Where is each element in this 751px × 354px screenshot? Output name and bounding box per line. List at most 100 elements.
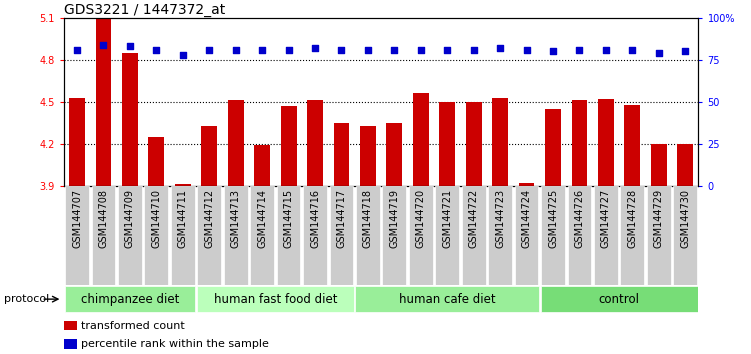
Point bbox=[336, 47, 348, 52]
Bar bbox=[228, 101, 243, 186]
FancyBboxPatch shape bbox=[197, 286, 354, 312]
Text: protocol: protocol bbox=[4, 294, 49, 304]
Bar bbox=[572, 101, 587, 186]
Point bbox=[362, 47, 374, 52]
Point bbox=[176, 52, 189, 57]
FancyBboxPatch shape bbox=[409, 186, 433, 285]
Point bbox=[679, 48, 691, 54]
Text: GSM144726: GSM144726 bbox=[575, 189, 584, 248]
Text: control: control bbox=[599, 293, 640, 306]
Bar bbox=[651, 144, 667, 186]
Text: transformed count: transformed count bbox=[81, 321, 185, 331]
Point bbox=[150, 47, 162, 52]
Bar bbox=[333, 123, 349, 186]
FancyBboxPatch shape bbox=[436, 186, 459, 285]
Bar bbox=[413, 93, 429, 186]
Bar bbox=[149, 137, 164, 186]
Text: GSM144712: GSM144712 bbox=[204, 189, 214, 248]
FancyBboxPatch shape bbox=[250, 186, 274, 285]
Point bbox=[204, 47, 216, 52]
Text: GDS3221 / 1447372_at: GDS3221 / 1447372_at bbox=[64, 3, 225, 17]
Bar bbox=[439, 102, 455, 186]
FancyBboxPatch shape bbox=[488, 186, 512, 285]
FancyBboxPatch shape bbox=[568, 186, 591, 285]
Text: GSM144724: GSM144724 bbox=[521, 189, 532, 248]
Text: human fast food diet: human fast food diet bbox=[213, 293, 337, 306]
Text: GSM144730: GSM144730 bbox=[680, 189, 690, 248]
Text: GSM144717: GSM144717 bbox=[336, 189, 346, 248]
Text: GSM144721: GSM144721 bbox=[442, 189, 452, 248]
Bar bbox=[677, 144, 693, 186]
Text: GSM144723: GSM144723 bbox=[495, 189, 505, 248]
FancyBboxPatch shape bbox=[171, 186, 195, 285]
FancyBboxPatch shape bbox=[303, 186, 327, 285]
Bar bbox=[624, 104, 641, 186]
Text: GSM144728: GSM144728 bbox=[627, 189, 638, 248]
Text: percentile rank within the sample: percentile rank within the sample bbox=[81, 339, 269, 349]
Point bbox=[547, 48, 559, 54]
Point bbox=[230, 47, 242, 52]
Text: GSM144714: GSM144714 bbox=[257, 189, 267, 248]
Text: GSM144720: GSM144720 bbox=[416, 189, 426, 248]
Bar bbox=[64, 339, 77, 349]
Bar bbox=[519, 183, 535, 186]
FancyBboxPatch shape bbox=[541, 186, 565, 285]
FancyBboxPatch shape bbox=[198, 186, 221, 285]
Point bbox=[574, 47, 586, 52]
Text: GSM144727: GSM144727 bbox=[601, 189, 611, 248]
FancyBboxPatch shape bbox=[356, 186, 380, 285]
Text: GSM144709: GSM144709 bbox=[125, 189, 135, 248]
Bar bbox=[69, 98, 85, 186]
FancyBboxPatch shape bbox=[92, 186, 116, 285]
Bar bbox=[598, 99, 614, 186]
Bar bbox=[64, 321, 77, 330]
Bar bbox=[387, 123, 403, 186]
FancyBboxPatch shape bbox=[224, 186, 248, 285]
Bar bbox=[360, 126, 376, 186]
Point bbox=[309, 45, 321, 51]
Text: GSM144713: GSM144713 bbox=[231, 189, 241, 248]
FancyBboxPatch shape bbox=[65, 186, 89, 285]
Point bbox=[388, 47, 400, 52]
Text: GSM144722: GSM144722 bbox=[469, 189, 478, 248]
Point bbox=[520, 47, 532, 52]
Bar bbox=[254, 145, 270, 186]
Point bbox=[282, 47, 294, 52]
Bar bbox=[466, 102, 481, 186]
FancyBboxPatch shape bbox=[514, 186, 538, 285]
Point bbox=[494, 45, 506, 51]
FancyBboxPatch shape bbox=[541, 286, 698, 312]
Bar bbox=[95, 19, 111, 186]
FancyBboxPatch shape bbox=[330, 186, 354, 285]
Point bbox=[124, 44, 136, 49]
FancyBboxPatch shape bbox=[462, 186, 486, 285]
Bar bbox=[175, 184, 191, 186]
Bar bbox=[492, 98, 508, 186]
FancyBboxPatch shape bbox=[355, 286, 539, 312]
FancyBboxPatch shape bbox=[118, 186, 142, 285]
Point bbox=[442, 47, 454, 52]
Bar bbox=[122, 53, 138, 186]
Text: GSM144725: GSM144725 bbox=[548, 189, 558, 248]
FancyBboxPatch shape bbox=[594, 186, 618, 285]
FancyBboxPatch shape bbox=[647, 186, 671, 285]
Text: GSM144715: GSM144715 bbox=[284, 189, 294, 248]
Text: GSM144718: GSM144718 bbox=[363, 189, 373, 248]
FancyBboxPatch shape bbox=[65, 286, 195, 312]
FancyBboxPatch shape bbox=[674, 186, 697, 285]
Text: GSM144707: GSM144707 bbox=[72, 189, 82, 248]
Bar bbox=[307, 101, 323, 186]
FancyBboxPatch shape bbox=[382, 186, 406, 285]
Bar bbox=[545, 109, 561, 186]
FancyBboxPatch shape bbox=[620, 186, 644, 285]
Bar bbox=[281, 106, 297, 186]
Bar bbox=[201, 126, 217, 186]
Point bbox=[600, 47, 612, 52]
Point bbox=[415, 47, 427, 52]
Text: GSM144710: GSM144710 bbox=[152, 189, 161, 248]
Point bbox=[653, 50, 665, 56]
Text: GSM144729: GSM144729 bbox=[654, 189, 664, 248]
Point bbox=[71, 47, 83, 52]
Point bbox=[626, 47, 638, 52]
Point bbox=[98, 42, 110, 47]
